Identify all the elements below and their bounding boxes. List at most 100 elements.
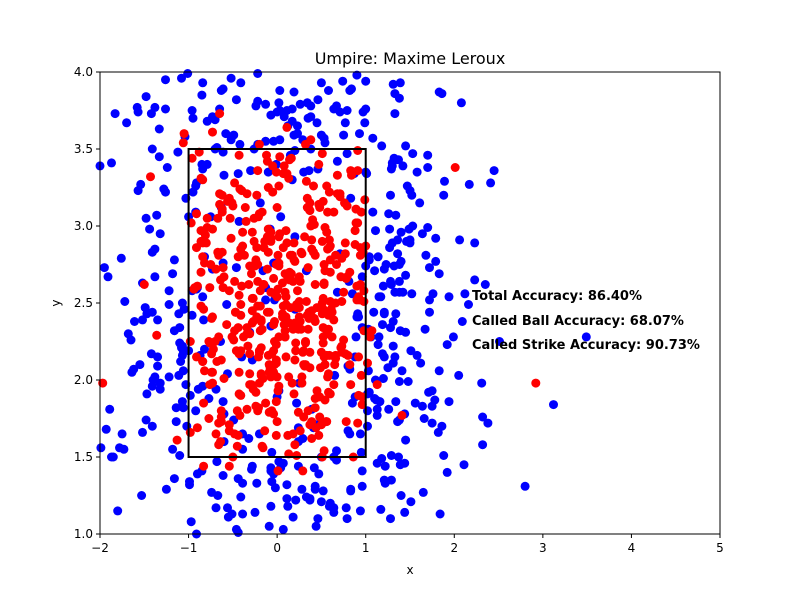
red-point-305	[217, 207, 227, 217]
red-point-257	[215, 109, 225, 119]
red-point-440	[304, 313, 314, 323]
red-point-330	[213, 247, 223, 257]
red-point-438	[275, 152, 285, 162]
red-point-356	[254, 352, 263, 362]
blue-point-159	[442, 467, 452, 477]
red-point-426	[397, 410, 407, 420]
red-point-195	[350, 240, 360, 249]
blue-point-363	[401, 270, 411, 280]
red-point-322	[310, 403, 320, 413]
red-point-231	[272, 203, 282, 212]
blue-point-382	[520, 481, 530, 491]
blue-point-493	[478, 412, 488, 422]
blue-point-451	[439, 190, 449, 200]
red-point-228	[192, 281, 202, 291]
red-point-260	[273, 466, 283, 476]
blue-point-261	[495, 337, 504, 346]
blue-point-160	[444, 292, 454, 302]
red-point-159	[252, 190, 262, 200]
red-point-423	[266, 287, 276, 297]
blue-point-203	[406, 497, 416, 507]
x-tick-label-5: 3	[539, 541, 547, 555]
blue-point-44	[478, 440, 488, 450]
red-point-456	[274, 381, 284, 391]
red-point-387	[294, 297, 304, 306]
red-point-339	[342, 201, 352, 211]
blue-point-263	[276, 212, 286, 222]
red-point-401	[187, 153, 197, 163]
red-point-454	[346, 380, 356, 390]
blue-point-110	[393, 235, 403, 245]
red-point-442	[201, 238, 211, 248]
red-point-460	[223, 195, 233, 205]
red-point-283	[324, 235, 334, 245]
blue-point-418	[403, 377, 413, 386]
red-point-368	[152, 330, 162, 340]
red-point-335	[363, 358, 372, 368]
blue-point-331	[183, 69, 193, 78]
red-point-115	[236, 300, 246, 309]
blue-point-475	[388, 317, 398, 326]
blue-point-270	[198, 381, 208, 391]
red-point-258	[301, 176, 311, 186]
blue-point-196	[145, 224, 155, 234]
red-point-191	[234, 290, 244, 300]
red-point-475	[196, 301, 206, 311]
red-point-276	[239, 332, 248, 342]
red-point-458	[238, 227, 248, 237]
blue-point-90	[164, 286, 174, 296]
red-point-74	[215, 189, 225, 199]
blue-point-411	[371, 226, 380, 236]
blue-point-328	[339, 130, 349, 140]
blue-point-125	[211, 503, 221, 513]
blue-point-420	[155, 378, 165, 388]
red-point-431	[356, 207, 366, 217]
blue-point-291	[233, 169, 243, 179]
x-tick-label-2: 0	[273, 541, 281, 555]
blue-point-333	[282, 106, 292, 115]
blue-point-415	[301, 492, 311, 502]
red-point-400	[208, 127, 217, 137]
blue-point-149	[173, 147, 183, 157]
blue-point-69	[227, 509, 237, 519]
red-point-236	[260, 426, 270, 436]
blue-point-510	[127, 367, 137, 377]
blue-point-433	[255, 198, 265, 208]
red-point-271	[216, 406, 226, 416]
blue-point-338	[236, 78, 246, 88]
red-point-317	[218, 263, 228, 273]
blue-point-465	[354, 312, 364, 322]
blue-point-254	[292, 398, 302, 408]
blue-point-272	[400, 507, 410, 517]
blue-point-212	[431, 233, 441, 243]
blue-point-115	[274, 98, 284, 108]
blue-point-402	[150, 102, 160, 112]
red-point-465	[346, 166, 356, 176]
red-point-381	[234, 389, 244, 399]
blue-point-38	[161, 484, 171, 494]
red-point-390	[305, 206, 315, 216]
red-point-435	[299, 412, 309, 422]
blue-point-293	[105, 404, 115, 414]
blue-point-155	[101, 424, 111, 434]
blue-point-52	[470, 275, 480, 285]
blue-point-197	[332, 101, 341, 111]
red-point-406	[323, 207, 333, 217]
red-point-60	[205, 283, 215, 293]
blue-point-445	[386, 280, 396, 289]
blue-point-60	[378, 281, 388, 291]
blue-point-49	[355, 506, 365, 516]
blue-point-509	[218, 471, 228, 480]
blue-point-238	[212, 457, 222, 467]
blue-point-317	[186, 517, 196, 527]
red-point-268	[172, 435, 182, 445]
blue-point-4	[423, 163, 433, 172]
red-point-77	[272, 417, 282, 427]
blue-point-381	[340, 118, 350, 128]
red-point-445	[314, 430, 324, 440]
blue-point-321	[297, 484, 307, 494]
red-point-480	[335, 189, 345, 199]
blue-point-425	[355, 429, 365, 439]
blue-point-482	[198, 164, 208, 174]
red-point-128	[531, 378, 541, 388]
